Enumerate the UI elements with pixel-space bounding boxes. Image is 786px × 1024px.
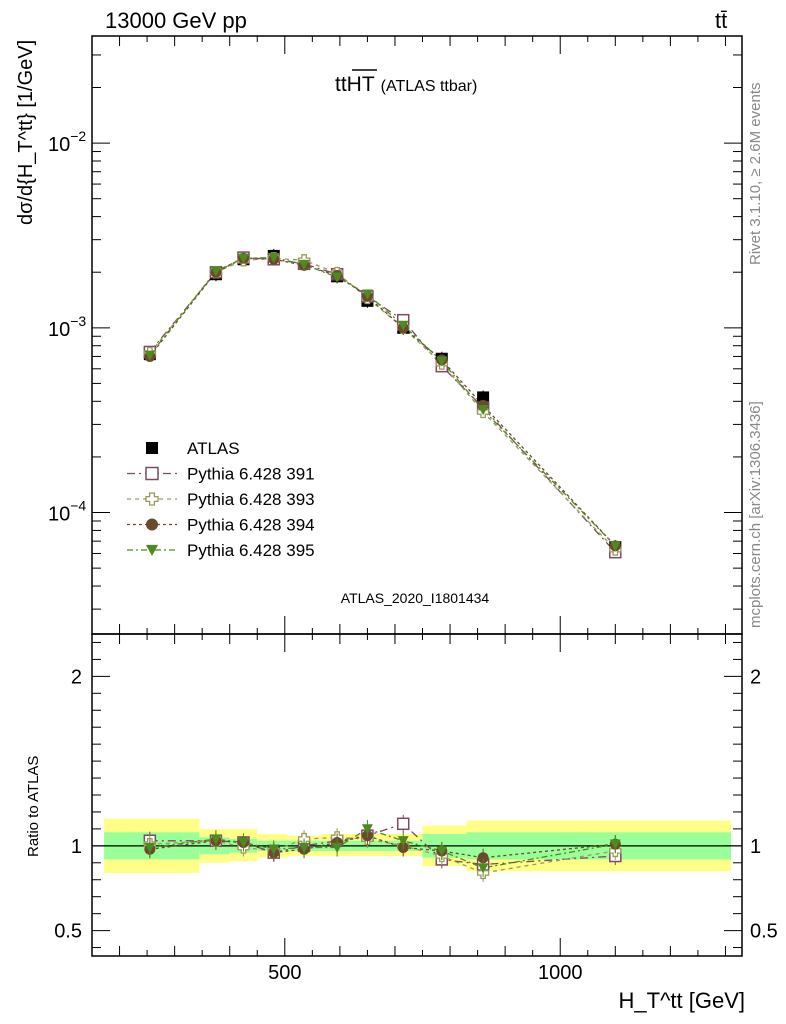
- tick-exp: −2: [70, 128, 86, 144]
- tick-exp: −4: [70, 498, 86, 514]
- legend-marker-py395: [146, 544, 158, 556]
- main-point-py395: [477, 405, 489, 416]
- ratio-y-tick-label: 0.5: [54, 921, 82, 943]
- main-point-py395: [144, 350, 156, 361]
- main-y-tick-label: 10−2: [48, 128, 86, 156]
- tick-exp: −3: [70, 313, 86, 329]
- legend-label-py393: Pythia 6.428 393: [187, 490, 315, 509]
- ratio-point-py395: [477, 863, 489, 874]
- ratio-frame: [91, 633, 743, 957]
- x-tick-label: 1000: [538, 962, 583, 984]
- ratio-y-tick-label: 1: [71, 836, 82, 858]
- energy-label: 13000 GeV pp: [105, 8, 247, 33]
- ratio-axes: 0.5 0.5 1 1 2 2 500 1000: [54, 634, 778, 984]
- ratio-panel: 0.5 0.5 1 1 2 2 500 1000 Ratio to ATLAS H_T^tt …: [25, 633, 778, 1013]
- legend-marker-py393: [145, 492, 159, 506]
- main-point-py395: [331, 272, 343, 283]
- legend-label-py395: Pythia 6.428 395: [187, 541, 315, 560]
- ratio-series-points: [143, 814, 622, 882]
- ratio-point-py395: [144, 842, 156, 854]
- plot-title-main: tt: [335, 73, 347, 96]
- main-y-tick-label: 10−4: [48, 498, 86, 526]
- ratio-point-py395: [436, 846, 448, 857]
- ratio-point-py395: [609, 839, 621, 850]
- main-y-tick-label: 10−3: [48, 313, 86, 341]
- main-axes: 10−210−310−4: [48, 36, 742, 634]
- main-panel: 10−210−310−4 ttHT (ATLAS ttbar) ATLAS_202…: [15, 35, 743, 635]
- ratio-ylabel: Ratio to ATLAS: [25, 756, 42, 857]
- ratio-point-py395: [268, 844, 280, 855]
- legend-label-py394: Pythia 6.428 394: [187, 516, 315, 535]
- ratio-series-lines: [149, 823, 616, 874]
- main-point-py395: [436, 356, 448, 367]
- mcplots-label: mcplots.cern.ch [arXiv:1306.3436]: [747, 401, 764, 628]
- main-ylabel: dσ/d{H_T^tt} [1/GeV]: [15, 40, 37, 225]
- main-point-py395: [397, 320, 409, 331]
- x-tick-label: 500: [268, 962, 301, 984]
- main-point-py395: [210, 266, 222, 277]
- ratio-y-tick-label-right: 1: [750, 836, 761, 858]
- tick-base: 10: [48, 134, 70, 156]
- main-point-atlas: [477, 391, 490, 404]
- ratio-point-py395: [210, 834, 222, 845]
- rivet-label: Rivet 3.1.10, ≥ 2.6M events: [747, 83, 764, 266]
- plot-title: ttHT (ATLAS ttbar): [335, 73, 477, 96]
- legend-marker-py391: [145, 466, 159, 481]
- main-point-py395: [609, 541, 621, 552]
- legend-label-py391: Pythia 6.428 391: [187, 465, 315, 484]
- main-line-py391: [149, 256, 616, 553]
- legend-marker-py394: [146, 518, 158, 531]
- process-label: tt̄: [715, 8, 727, 33]
- ratio-point-py395: [397, 836, 409, 847]
- legend-marker-atlas: [146, 442, 158, 454]
- plot-title-suffix: (ATLAS ttbar): [381, 78, 478, 95]
- ratio-point-py395: [361, 824, 373, 835]
- ratio-xlabel: H_T^tt [GeV]: [619, 988, 745, 1013]
- ratio-y-tick-label-right: 0.5: [750, 921, 778, 943]
- main-point-py395: [361, 289, 373, 300]
- analysis-label: ATLAS_2020_I1801434: [341, 590, 490, 606]
- ratio-line-py395: [149, 828, 616, 869]
- main-series-points: [143, 248, 622, 559]
- ratio-point-py395: [237, 837, 249, 848]
- legend: ATLAS Pythia 6.428 391 Pythia 6.428 393 Pyt…: [127, 439, 315, 560]
- ratio-point-py395: [298, 842, 310, 854]
- ratio-line-py393: [149, 836, 616, 874]
- legend-label-atlas: ATLAS: [187, 439, 240, 458]
- ratio-point-py394: [477, 852, 489, 864]
- ratio-point-py391: [396, 817, 410, 831]
- tick-base: 10: [48, 319, 70, 341]
- plot-title-over: HT: [347, 73, 375, 96]
- ratio-point-py395: [331, 842, 343, 854]
- main-point-py395: [298, 259, 310, 271]
- main-point-py395: [268, 252, 280, 264]
- ratio-y-tick-label-right: 2: [750, 666, 761, 688]
- tick-base: 10: [48, 504, 70, 526]
- ratio-y-tick-label: 2: [71, 666, 82, 688]
- main-point-py395: [237, 253, 249, 264]
